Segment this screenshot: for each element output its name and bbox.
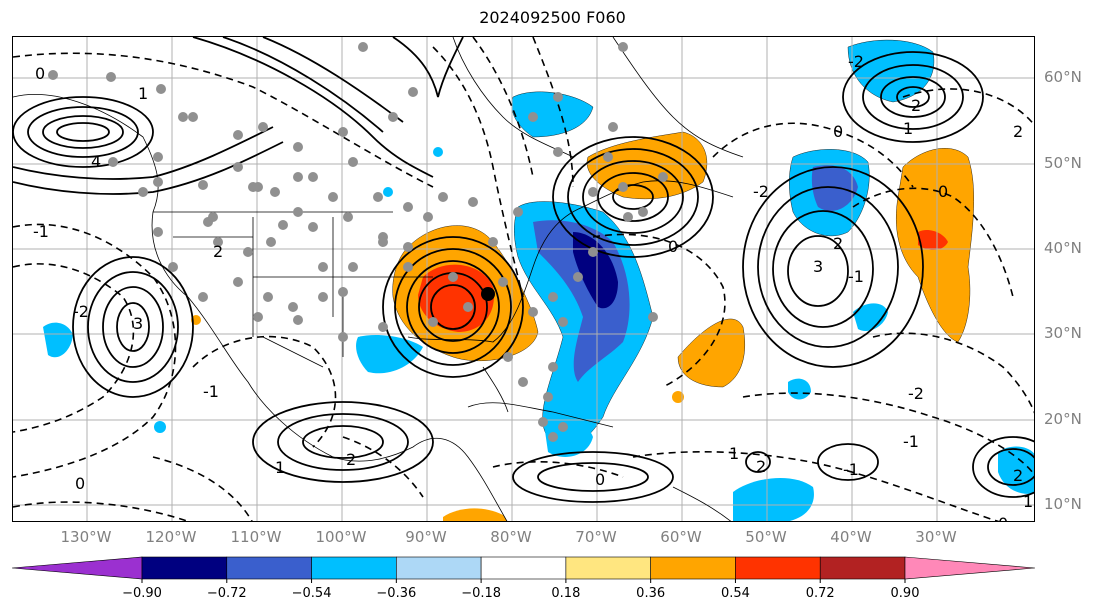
contour-label: 1 <box>275 458 285 477</box>
colorbar-tick-label: 0.54 <box>720 586 750 601</box>
negative-fill-mid-small-1 <box>853 303 888 332</box>
contour-label: 2 <box>911 96 921 115</box>
contour-label: -1 <box>33 222 49 241</box>
contour-label: 0 <box>75 474 85 493</box>
colorbar-segment <box>904 556 1036 580</box>
colorbar-tick-label: −0.90 <box>122 586 162 601</box>
colorbar-segment <box>311 556 397 580</box>
contour-label: 1 <box>903 119 913 138</box>
colorbar-segment <box>819 556 906 580</box>
colorbar-segment <box>396 556 482 580</box>
contour-label: 0 <box>833 122 843 141</box>
latitude-label: 20°N <box>1044 410 1082 428</box>
contour-label: 1 <box>1023 492 1033 511</box>
colorbar-tick-label: 0.72 <box>805 586 835 601</box>
contour-label: 0 <box>35 64 45 83</box>
contour-label: 0 <box>938 182 948 201</box>
colorbar-segment <box>735 556 821 580</box>
longitude-label: 60°W <box>660 528 702 546</box>
map-title: 2024092500 F060 <box>479 8 626 27</box>
colorbar-tick-label: 0.36 <box>636 586 666 601</box>
contour-label: -1 <box>903 432 919 451</box>
contour-label: 1 <box>138 84 148 103</box>
colorbar-tick-label: −0.18 <box>461 586 502 601</box>
colorbar-segment <box>565 556 651 580</box>
contour-label: 2 <box>1013 466 1023 485</box>
negative-fill-gulf-west <box>356 335 423 374</box>
longitude-label: 110°W <box>230 528 282 546</box>
contour-label: -2 <box>753 182 769 201</box>
contour-label: 2 <box>346 450 356 469</box>
positive-anomaly-fills <box>191 131 974 521</box>
colorbar-segments <box>11 556 1036 583</box>
solid-contours <box>13 37 1034 503</box>
positive-fill-south-gulf <box>443 508 507 521</box>
storm-center-marker <box>481 287 495 301</box>
colorbar-tick-label: −0.54 <box>291 586 332 601</box>
positive-fill-east-atlantic-core <box>918 230 948 250</box>
latitude-label: 30°N <box>1044 324 1082 342</box>
negative-anomaly-fills <box>43 39 1034 521</box>
contour-label: -2 <box>73 302 89 321</box>
colorbar-segment <box>141 556 228 580</box>
longitude-label: 80°W <box>490 528 532 546</box>
longitude-label: 40°W <box>830 528 872 546</box>
colorbar-segment <box>226 556 312 580</box>
longitude-label: 100°W <box>315 528 367 546</box>
colorbar-tick-label: 0.18 <box>551 586 581 601</box>
contour-label: -2 <box>848 52 864 71</box>
colorbar-segment <box>480 556 567 580</box>
contour-label: -1 <box>843 460 859 479</box>
longitude-label: 50°W <box>745 528 787 546</box>
negative-fill-labrador <box>511 91 594 138</box>
latitude-label: 60°N <box>1044 68 1082 86</box>
longitude-label: 30°W <box>915 528 957 546</box>
contour-label: 0 <box>998 514 1008 522</box>
contour-label: 0 <box>668 237 678 256</box>
contour-label: -1 <box>203 382 219 401</box>
latitude-label: 40°N <box>1044 239 1082 257</box>
latitude-label: 50°N <box>1044 154 1082 172</box>
longitude-label: 90°W <box>405 528 447 546</box>
negative-fill-mid-small-2 <box>788 378 811 400</box>
contour-label: 3 <box>813 257 823 276</box>
longitude-label: 70°W <box>575 528 617 546</box>
positive-fill-central-atlantic <box>677 318 745 388</box>
contour-label: 4 <box>91 152 101 171</box>
contour-label: 1 <box>729 444 739 463</box>
longitude-label: 120°W <box>145 528 197 546</box>
contour-label: -2 <box>908 384 924 403</box>
colorbar-tick-label: −0.72 <box>206 586 247 601</box>
colorbar-segment <box>650 556 736 580</box>
colorbar-tick-label: 0.90 <box>890 586 920 601</box>
negative-fill-caribbean <box>543 415 593 457</box>
contour-label: 2 <box>756 457 766 476</box>
longitude-label: 130°W <box>60 528 112 546</box>
contour-label: 2 <box>1013 122 1023 141</box>
contour-label: 0 <box>595 470 605 489</box>
station-markers <box>48 42 668 442</box>
contour-label: 3 <box>133 314 143 333</box>
contour-label: 2 <box>213 242 223 261</box>
latitude-label: 10°N <box>1044 495 1082 513</box>
colorbar-tick-label: −0.36 <box>376 586 417 601</box>
negative-fill-pacific <box>43 322 73 358</box>
contour-label: -1 <box>848 267 864 286</box>
negative-fill-southeast <box>733 477 814 521</box>
colorbar-segment <box>11 556 143 580</box>
contour-label: 2 <box>833 234 843 253</box>
negative-fill-atlantic-trough-core <box>573 232 618 309</box>
